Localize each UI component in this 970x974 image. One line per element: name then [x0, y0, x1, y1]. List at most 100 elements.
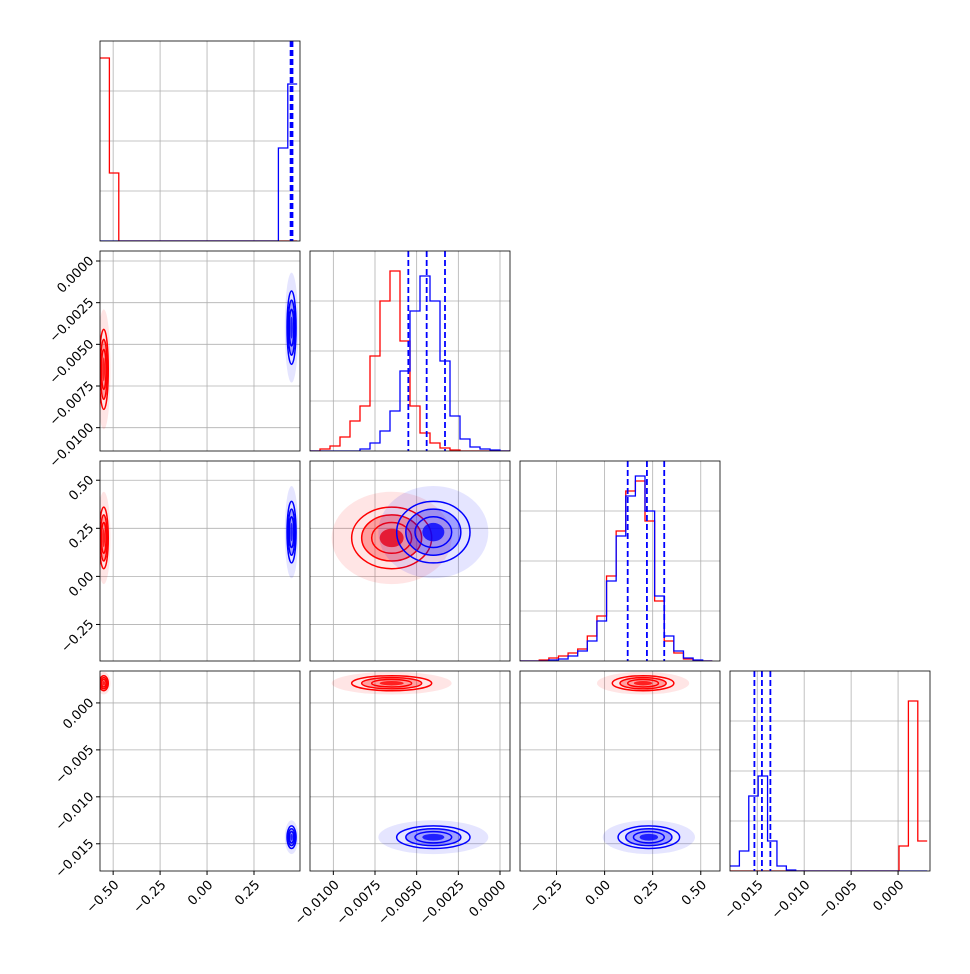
panel-frame — [309, 460, 511, 662]
hist-bin — [597, 616, 607, 661]
panel — [310, 251, 510, 451]
density-core — [633, 680, 653, 686]
hist-bin — [578, 651, 588, 661]
contour — [626, 678, 660, 688]
contour — [370, 521, 413, 555]
contour — [360, 514, 423, 562]
hist-step — [310, 270, 510, 451]
y-tick-label: −0.0050 — [47, 337, 97, 387]
density-core — [102, 528, 106, 548]
hist-bin — [908, 701, 917, 871]
hist-bin — [758, 776, 767, 871]
hist-bin — [390, 411, 400, 451]
panel — [730, 671, 930, 871]
panel — [310, 461, 510, 661]
x-tick-label: 0.0000 — [467, 878, 510, 921]
x-tick-label: −0.50 — [84, 878, 123, 917]
hist-bin — [635, 476, 645, 661]
panel-frame — [99, 670, 301, 872]
hist-bin — [340, 437, 350, 451]
hist-bin — [730, 866, 739, 871]
hist-bin — [655, 596, 665, 661]
contour — [617, 825, 681, 850]
hist-bin — [278, 148, 287, 241]
density-core — [290, 522, 293, 542]
panel — [520, 671, 720, 871]
hist-bin — [616, 531, 626, 661]
hist-bin — [739, 851, 748, 871]
contour — [360, 676, 423, 690]
contour — [286, 825, 297, 850]
hist-bin — [597, 621, 607, 661]
y-tick-label: −0.010 — [53, 790, 98, 835]
contour — [288, 516, 295, 549]
contour — [288, 830, 295, 844]
x-tick-label: −0.015 — [722, 878, 767, 923]
x-tick-label: 0.000 — [870, 878, 907, 915]
x-tick-label: −0.25 — [131, 878, 170, 917]
panel-frame — [99, 460, 301, 662]
panel — [100, 251, 300, 451]
panel — [100, 461, 300, 661]
hist-bin — [587, 636, 597, 661]
density-core — [102, 680, 106, 686]
x-tick-label: 0.25 — [232, 878, 263, 909]
x-tick-label: −0.25 — [527, 878, 566, 917]
hist-bin — [568, 656, 578, 661]
contour — [405, 508, 462, 556]
hist-bin — [420, 433, 430, 451]
hist-bin — [899, 846, 908, 871]
density-core — [379, 680, 404, 686]
contour — [611, 674, 675, 692]
hist-bin — [350, 421, 360, 451]
density-core — [290, 316, 293, 339]
panel-frame — [519, 670, 721, 872]
panel-frame — [309, 250, 511, 452]
hist-step — [730, 700, 928, 871]
y-tick-label: −0.0075 — [47, 379, 97, 429]
hist-bin — [100, 58, 109, 241]
hist-bin — [390, 271, 400, 451]
y-tick-label: −0.0025 — [47, 295, 97, 345]
x-tick-label: −0.005 — [816, 878, 861, 923]
hist-step — [100, 57, 298, 241]
y-tick-label: 0.25 — [66, 521, 97, 552]
contour — [287, 299, 296, 356]
contour — [286, 500, 297, 564]
hist-bin — [607, 576, 617, 661]
density-core — [639, 833, 659, 841]
hist-bin — [918, 841, 927, 871]
contour — [370, 678, 413, 688]
contour — [100, 678, 107, 688]
panel-frame — [309, 670, 511, 872]
contour — [287, 508, 296, 556]
contour — [395, 500, 471, 564]
hist-bin — [607, 581, 617, 661]
contour — [286, 290, 297, 366]
hist-bin — [568, 653, 578, 661]
contour — [100, 521, 107, 555]
y-tick-label: −0.005 — [53, 743, 98, 788]
x-tick-label: −0.0075 — [334, 878, 384, 928]
hist-bin — [109, 173, 118, 241]
contour — [414, 830, 453, 844]
contour — [100, 348, 107, 391]
hist-bin — [635, 481, 645, 661]
contour — [100, 328, 110, 411]
hist-bin — [380, 301, 390, 451]
hist-bin — [616, 536, 626, 661]
hist-bin — [749, 796, 758, 871]
contour — [632, 830, 665, 844]
contour — [287, 827, 296, 847]
x-tick-label: 0.50 — [679, 878, 710, 909]
hist-step — [730, 775, 928, 871]
hist-bin — [768, 841, 777, 871]
panel-frame — [519, 460, 721, 662]
hist-bin — [420, 276, 430, 451]
hist-step — [310, 275, 510, 451]
x-tick-label: −0.0050 — [375, 878, 425, 928]
contour — [619, 676, 667, 690]
x-tick-label: 0.00 — [583, 878, 614, 909]
hist-bin — [410, 311, 420, 451]
